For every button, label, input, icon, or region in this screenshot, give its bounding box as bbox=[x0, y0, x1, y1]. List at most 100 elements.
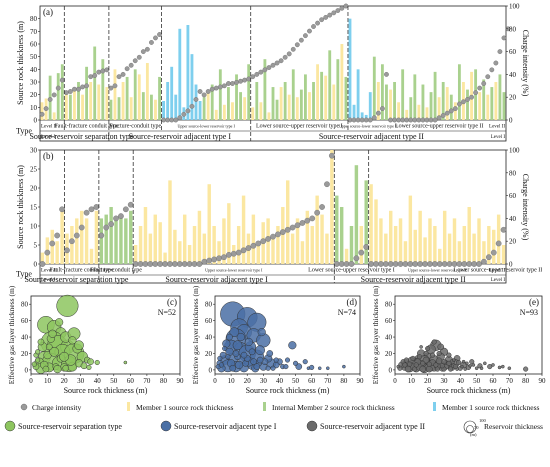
reservoir-point bbox=[479, 366, 484, 371]
source-rock-bar bbox=[364, 180, 368, 264]
source-rock-bar bbox=[143, 207, 148, 264]
reservoir-point bbox=[35, 349, 41, 355]
source-rock-bar bbox=[222, 218, 226, 264]
x-tick-label: 80 bbox=[522, 377, 530, 385]
reservoir-point bbox=[255, 345, 265, 356]
charge-intensity-point bbox=[44, 249, 51, 256]
source-rock-bar bbox=[356, 69, 360, 120]
charge-intensity-point bbox=[189, 103, 195, 109]
x-tick-label: 0 bbox=[29, 377, 33, 385]
source-rock-bar bbox=[163, 252, 167, 264]
reservoir-point bbox=[256, 356, 264, 364]
y-axis-title: Effective gas layer thickness (m) bbox=[7, 285, 16, 384]
level1-type-label: Source-reservoir separation type bbox=[24, 275, 128, 284]
charge-intensity-point bbox=[373, 261, 379, 267]
charge-intensity-point bbox=[311, 24, 316, 29]
y-tick-label: 50 bbox=[30, 53, 38, 61]
source-rock-bar bbox=[129, 97, 133, 120]
legend-member1b-label: Member 1 source rock thickness bbox=[442, 403, 540, 412]
charge-intensity-point bbox=[294, 42, 300, 48]
charge-intensity-point bbox=[68, 89, 73, 94]
y-tick-label: 40 bbox=[205, 334, 213, 342]
source-rock-bar bbox=[328, 50, 332, 121]
y-tick-label: 0 bbox=[209, 366, 213, 374]
charge-intensity-point bbox=[500, 226, 507, 233]
y-tick-label: 0 bbox=[34, 117, 38, 125]
source-rock-bar bbox=[174, 94, 178, 120]
charge-intensity-point bbox=[201, 92, 207, 98]
charge-intensity-point bbox=[88, 206, 95, 213]
y-tick-label: 20 bbox=[21, 350, 29, 358]
reservoir-point bbox=[229, 327, 240, 337]
source-rock-bar bbox=[202, 97, 206, 120]
legend-size-100-label: 100 bbox=[479, 418, 487, 423]
source-rock-bar bbox=[447, 233, 452, 264]
charge-intensity-point bbox=[51, 92, 57, 98]
charge-intensity-point bbox=[367, 117, 373, 123]
charge-intensity-point bbox=[181, 111, 187, 117]
reservoir-point bbox=[452, 358, 456, 362]
charge-intensity-point bbox=[289, 224, 296, 231]
charge-intensity-point bbox=[59, 206, 65, 213]
x-tick-label: 50 bbox=[292, 377, 300, 385]
charge-intensity-point bbox=[234, 80, 239, 85]
source-rock-bar bbox=[137, 74, 141, 120]
legend-member2-swatch bbox=[263, 402, 266, 411]
source-rock-bar bbox=[121, 82, 125, 120]
charge-intensity-point bbox=[343, 261, 350, 267]
x-tick-label: 10 bbox=[228, 377, 236, 385]
charge-intensity-point bbox=[191, 261, 198, 267]
source-rock-bar bbox=[291, 69, 295, 120]
source-rock-bar bbox=[368, 92, 372, 120]
source-rock-bar bbox=[344, 248, 349, 264]
x-tick-label: 70 bbox=[506, 377, 514, 385]
source-rock-bar bbox=[60, 210, 64, 264]
reservoir-point bbox=[425, 365, 433, 373]
charge-intensity-point bbox=[108, 85, 114, 91]
charge-intensity-point bbox=[211, 256, 217, 263]
charge-intensity-point bbox=[412, 261, 419, 267]
charge-intensity-point bbox=[351, 117, 357, 123]
legend-charge-marker bbox=[20, 403, 28, 411]
charge-intensity-point bbox=[120, 72, 126, 77]
reservoir-point bbox=[483, 361, 487, 366]
charge-intensity-point bbox=[384, 72, 389, 77]
charge-intensity-point bbox=[169, 117, 175, 123]
charge-intensity-point bbox=[47, 97, 53, 102]
source-rock-bar bbox=[325, 233, 329, 264]
charge-intensity-point bbox=[238, 78, 243, 84]
charge-intensity-point bbox=[113, 215, 119, 222]
charge-intensity-point bbox=[165, 117, 171, 123]
legend-size-label: Reservoir thickness bbox=[484, 422, 543, 431]
reservoir-point bbox=[49, 346, 60, 357]
charge-intensity-point bbox=[290, 46, 296, 52]
legend-adj1-label: Source-reservoir adjacent type I bbox=[174, 422, 277, 431]
source-rock-bar bbox=[389, 210, 393, 264]
source-rock-bar bbox=[482, 79, 486, 120]
source-rock-bar bbox=[305, 210, 310, 264]
source-rock-bar bbox=[231, 102, 234, 120]
level2-type-label: Lower source-upper reservoir type II bbox=[395, 124, 484, 130]
source-rock-bar bbox=[453, 102, 457, 120]
charge-intensity-point bbox=[304, 217, 311, 224]
charge-intensity-point bbox=[432, 261, 438, 267]
charge-intensity-point bbox=[270, 233, 276, 240]
panel-label: (d) bbox=[347, 297, 358, 307]
panel-d: 0 10 20 30 40 50 60 70 80 90 0 20 40 60 80 (d)N=74 Sourc… bbox=[191, 285, 364, 395]
source-rock-bar bbox=[349, 226, 354, 264]
y-axis-title: Effective gas layer thickness (m) bbox=[371, 285, 380, 384]
level1-type-label: Source-reservoir adjacent type I bbox=[165, 275, 268, 284]
charge-intensity-point bbox=[140, 49, 146, 54]
charge-intensity-point bbox=[327, 12, 333, 18]
charge-intensity-point bbox=[397, 261, 404, 267]
reservoir-point bbox=[474, 366, 479, 371]
source-rock-bar bbox=[312, 82, 315, 120]
charge-intensity-point bbox=[335, 8, 341, 13]
charge-intensity-point bbox=[497, 49, 503, 54]
source-rock-bar bbox=[344, 76, 348, 120]
panel-label: (e) bbox=[529, 297, 539, 307]
source-rock-bar bbox=[227, 87, 230, 120]
source-rock-bar bbox=[60, 64, 64, 120]
source-rock-bar bbox=[125, 76, 129, 120]
level2-type-label: Fracture-conduit type bbox=[109, 124, 161, 130]
